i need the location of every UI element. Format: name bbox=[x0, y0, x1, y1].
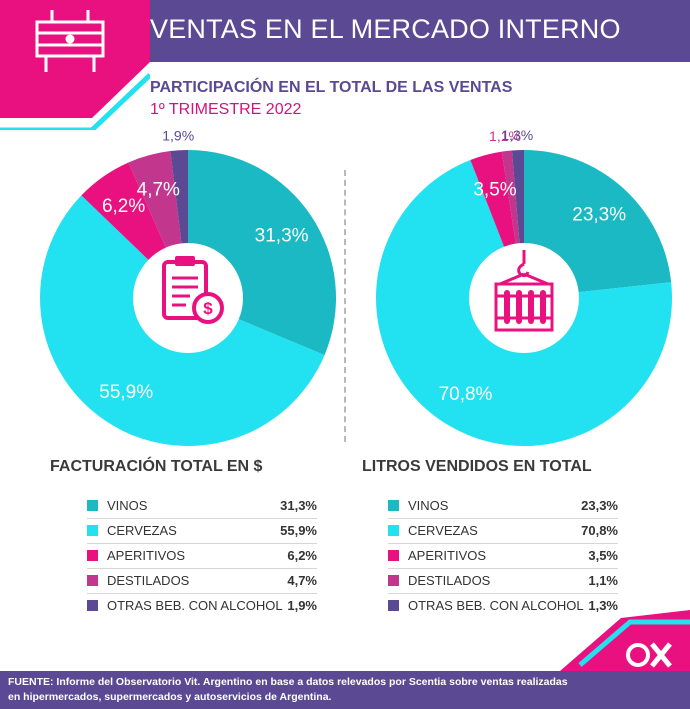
legend-swatch bbox=[388, 525, 399, 536]
pie-label-vinos: 31,3% bbox=[255, 226, 309, 247]
legend-row-otras-beb-con-alcohol: OTRAS BEB. CON ALCOHOL 1,9% bbox=[87, 594, 317, 618]
legend-value: 1,3% bbox=[588, 598, 618, 613]
pie-label-vinos: 23,3% bbox=[572, 204, 626, 225]
legend-value: 1,9% bbox=[287, 598, 317, 613]
legend-value: 70,8% bbox=[581, 523, 618, 538]
pie-label-otras-beb-con-alcohol: 1,3% bbox=[501, 127, 533, 143]
pie-label-destilados: 1,1% bbox=[489, 128, 521, 144]
svg-text:$: $ bbox=[203, 299, 213, 318]
barrel-icon bbox=[35, 10, 105, 72]
pie-label-aperitivos: 6,2% bbox=[102, 196, 145, 217]
legend-swatch bbox=[388, 575, 399, 586]
donut-hole bbox=[133, 243, 243, 353]
bottom-decoration bbox=[560, 610, 690, 671]
legend-label: DESTILADOS bbox=[107, 573, 190, 588]
litros-title: LITROS VENDIDOS EN TOTAL bbox=[362, 458, 592, 475]
pie-label-destilados: 4,7% bbox=[137, 180, 180, 201]
pie-label-cervezas: 70,8% bbox=[439, 384, 493, 405]
legend-swatch bbox=[87, 575, 98, 586]
legend-label: VINOS bbox=[408, 498, 449, 513]
source-text: Informe del Observatorio Vit. Argentino … bbox=[8, 676, 568, 703]
crane-bottles-icon bbox=[494, 250, 554, 332]
legend-value: 6,2% bbox=[287, 548, 317, 563]
legend-swatch bbox=[388, 550, 399, 561]
legend-label: OTRAS BEB. CON ALCOHOL bbox=[408, 598, 584, 613]
legend-row-aperitivos: APERITIVOS 3,5% bbox=[388, 544, 618, 569]
period-label: 1º TRIMESTRE 2022 bbox=[150, 101, 302, 118]
pie-label-cervezas: 55,9% bbox=[99, 382, 153, 403]
legend-label: OTRAS BEB. CON ALCOHOL bbox=[107, 598, 283, 613]
legend-row-vinos: VINOS 23,3% bbox=[388, 494, 618, 519]
legend-row-aperitivos: APERITIVOS 6,2% bbox=[87, 544, 317, 569]
legend-swatch bbox=[87, 525, 98, 536]
legend-row-destilados: DESTILADOS 4,7% bbox=[87, 569, 317, 594]
legend-facturacion: VINOS 31,3% CERVEZAS 55,9% APERITIVOS 6,2% DES… bbox=[87, 494, 317, 618]
legend-swatch bbox=[388, 500, 399, 511]
legend-swatch bbox=[87, 500, 98, 511]
header-decoration bbox=[0, 0, 150, 130]
pie-labels: 23,3% 70,8% 3,5% 1,1%1,3% bbox=[439, 127, 627, 405]
legend-label: DESTILADOS bbox=[408, 573, 491, 588]
legend-label: CERVEZAS bbox=[408, 523, 478, 538]
legend-value: 1,1% bbox=[588, 573, 618, 588]
invoice-dollar-icon: $ bbox=[162, 256, 224, 324]
chart-divider bbox=[344, 170, 346, 442]
header-title: VENTAS EN EL MERCADO INTERNO bbox=[150, 14, 621, 44]
pie-chart-facturacion: 31,3% 55,9% 6,2%4,7% 1,9% $ bbox=[40, 127, 337, 446]
bottom-magenta-shape bbox=[560, 610, 690, 671]
legend-label: VINOS bbox=[107, 498, 148, 513]
footer-source: FUENTE: Informe del Observatorio Vit. Ar… bbox=[8, 675, 570, 705]
pie-label-aperitivos: 3,5% bbox=[473, 179, 516, 200]
pie-chart-litros: 23,3% 70,8% 3,5% 1,1%1,3% bbox=[376, 127, 673, 446]
legend-value: 55,9% bbox=[280, 523, 317, 538]
legend-label: APERITIVOS bbox=[107, 548, 186, 563]
legend-value: 3,5% bbox=[588, 548, 618, 563]
legend-value: 31,3% bbox=[280, 498, 317, 513]
footer-bar: FUENTE: Informe del Observatorio Vit. Ar… bbox=[0, 671, 690, 709]
header-magenta-shape bbox=[0, 0, 150, 118]
facturacion-title: FACTURACIÓN TOTAL EN $ bbox=[50, 458, 263, 475]
pie-labels: 31,3% 55,9% 6,2%4,7% 1,9% bbox=[99, 127, 308, 403]
legend-value: 23,3% bbox=[581, 498, 618, 513]
source-label: FUENTE: bbox=[8, 676, 54, 688]
legend-row-destilados: DESTILADOS 1,1% bbox=[388, 569, 618, 594]
legend-row-cervezas: CERVEZAS 70,8% bbox=[388, 519, 618, 544]
legend-label: APERITIVOS bbox=[408, 548, 487, 563]
bottom-cyan-stroke bbox=[578, 619, 690, 667]
legend-litros: VINOS 23,3% CERVEZAS 70,8% APERITIVOS 3,5% DES… bbox=[388, 494, 618, 618]
legend-label: CERVEZAS bbox=[107, 523, 177, 538]
legend-swatch bbox=[87, 600, 98, 611]
pie-label-otras-beb-con-alcohol: 1,9% bbox=[162, 127, 194, 143]
header-cyan-stroke bbox=[0, 73, 150, 130]
brand-logo-icon bbox=[626, 642, 672, 668]
legend-value: 4,7% bbox=[287, 573, 317, 588]
legend-row-cervezas: CERVEZAS 55,9% bbox=[87, 519, 317, 544]
chart-subtitle: PARTICIPACIÓN EN EL TOTAL DE LAS VENTAS bbox=[150, 79, 513, 96]
legend-swatch bbox=[87, 550, 98, 561]
legend-row-otras-beb-con-alcohol: OTRAS BEB. CON ALCOHOL 1,3% bbox=[388, 594, 618, 618]
legend-swatch bbox=[388, 600, 399, 611]
legend-row-vinos: VINOS 31,3% bbox=[87, 494, 317, 519]
